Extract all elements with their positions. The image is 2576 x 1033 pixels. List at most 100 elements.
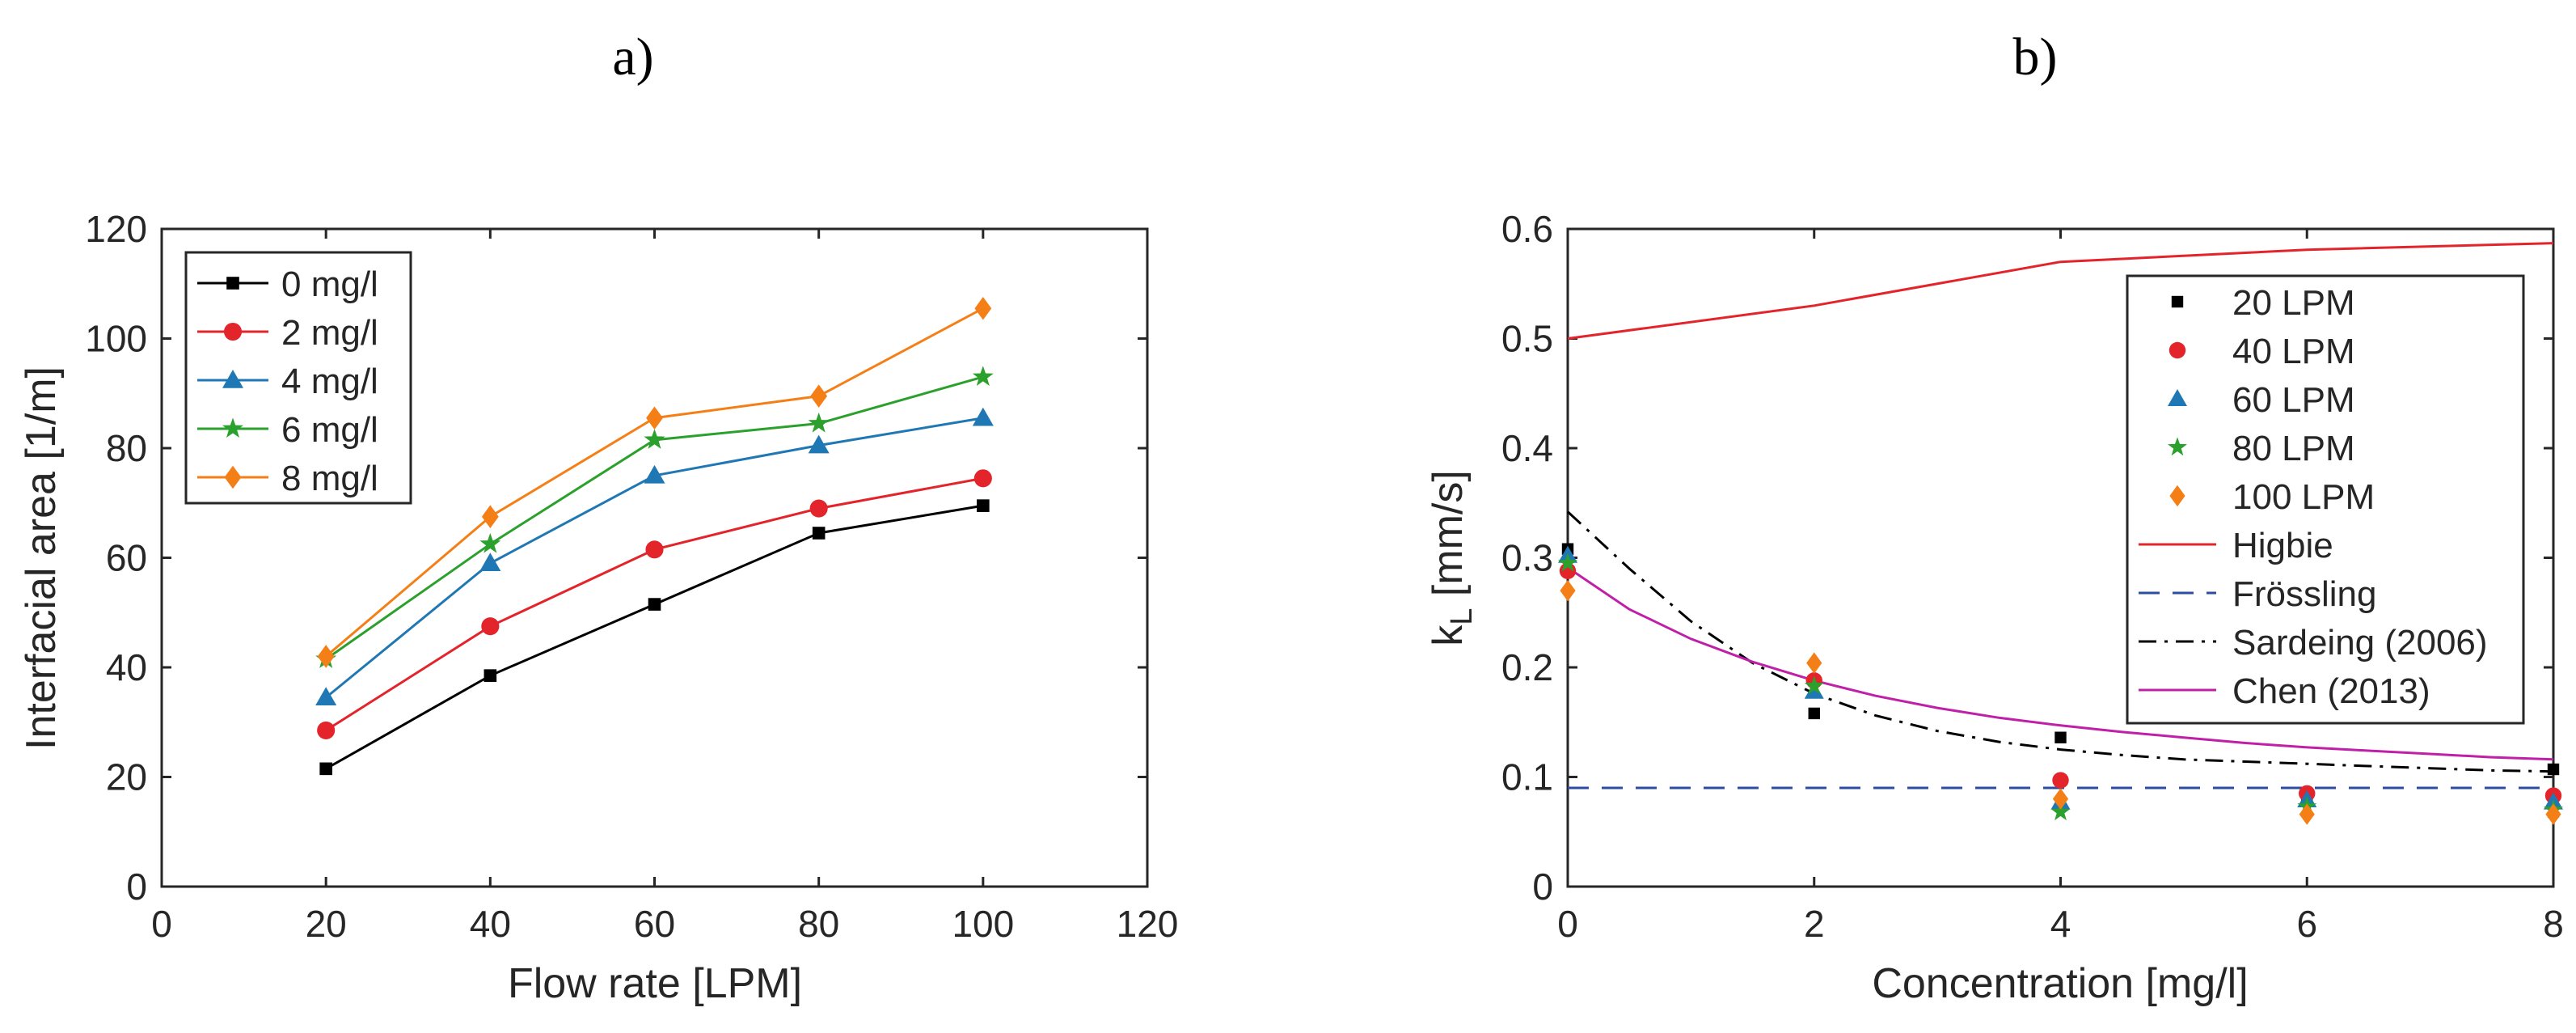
legend-marker <box>2168 341 2186 359</box>
y-tick-label: 20 <box>106 756 147 798</box>
chart-b-y-label-k: k <box>1425 624 1472 646</box>
data-point-20-LPM <box>1808 707 1820 720</box>
panel-a-label: a) <box>612 28 653 87</box>
data-point-2-mg-l <box>317 721 336 739</box>
y-tick-label: 0.4 <box>1501 427 1553 469</box>
chart-a-ticks: 0 20 40 60 80 100 120 0 20 40 60 80 100 120 <box>85 208 1178 945</box>
data-point-100-LPM <box>1806 652 1822 674</box>
legend-marker <box>2169 485 2185 507</box>
chart-a-legend: 0 mg/l 2 mg/l 4 mg/l 6 mg/l 8 mg/l <box>184 251 412 505</box>
y-tick-label: 40 <box>106 646 147 688</box>
data-point-100-LPM <box>1560 579 1576 602</box>
model-line-Higbie <box>1567 242 2554 340</box>
chart-b-ticks: 0 2 4 6 8 0 0.1 0.2 0.3 0.4 0.5 0.6 <box>1501 208 2564 945</box>
legend-label: 100 LPM <box>2232 477 2375 517</box>
chart-b: 0 2 4 6 8 0 0.1 0.2 0.3 0.4 0.5 0.6 Concentration [… <box>1425 208 2564 1007</box>
legend-label: Higbie <box>2232 526 2333 565</box>
chart-a: 0 20 40 60 80 100 120 0 20 40 60 80 100 120 Flow rate… <box>18 208 1178 1007</box>
data-point-2-mg-l <box>645 540 664 559</box>
chart-b-y-label-unit: [mm/s] <box>1425 470 1472 608</box>
svg-text:kL [mm/s]: kL [mm/s] <box>1425 470 1479 646</box>
chart-b-y-axis-label: kL [mm/s] <box>1425 470 1479 646</box>
legend-label: Chen (2013) <box>2232 671 2430 711</box>
chart-b-legend: 20 LPM 40 LPM 60 LPM 80 LPM 100 LPM Higbie Frö… <box>2126 274 2525 725</box>
x-tick-label: 40 <box>470 903 511 945</box>
x-tick-label: 2 <box>1804 903 1825 945</box>
data-point-2-mg-l <box>973 469 992 488</box>
data-point-6-mg-l <box>644 429 665 449</box>
data-point-100-LPM <box>2545 803 2561 825</box>
data-point-4-mg-l <box>644 464 665 484</box>
legend-box <box>184 251 412 505</box>
data-point-100-LPM <box>2052 788 2069 810</box>
legend-label: Frössling <box>2232 574 2377 614</box>
data-point-8-mg-l <box>317 645 335 668</box>
data-point-0-mg-l <box>812 527 826 540</box>
data-point-6-mg-l <box>972 366 994 386</box>
data-point-0-mg-l <box>648 598 661 611</box>
legend-marker <box>226 277 239 290</box>
data-point-8-mg-l <box>481 505 499 528</box>
y-tick-label: 0.3 <box>1501 537 1553 579</box>
legend-marker <box>223 322 243 341</box>
legend-marker <box>222 370 243 388</box>
x-tick-label: 0 <box>151 903 172 945</box>
legend-label: 2 mg/l <box>281 313 378 353</box>
x-tick-label: 80 <box>798 903 839 945</box>
data-point-4-mg-l <box>479 552 501 572</box>
legend-label: Sardeing (2006) <box>2232 623 2488 663</box>
data-point-60-LPM <box>1804 681 1824 699</box>
data-point-80-LPM <box>1558 552 1577 572</box>
data-point-4-mg-l <box>808 434 830 454</box>
data-point-40-LPM <box>2052 772 2069 789</box>
data-point-0-mg-l <box>977 499 990 512</box>
y-tick-label: 60 <box>106 537 147 579</box>
y-tick-label: 0.2 <box>1501 646 1553 688</box>
legend-marker <box>2171 295 2184 308</box>
data-point-8-mg-l <box>646 406 663 430</box>
data-point-6-mg-l <box>808 412 830 433</box>
legend-label: 40 LPM <box>2232 332 2355 371</box>
data-point-2-mg-l <box>481 617 500 636</box>
chart-a-y-axis-label: Interfacial area [1/m] <box>18 366 65 750</box>
chart-b-x-axis-label: Concentration [mg/l] <box>1872 960 2248 1007</box>
legend-box <box>2126 274 2525 725</box>
data-point-4-mg-l <box>972 407 994 426</box>
y-tick-label: 0.1 <box>1501 756 1553 798</box>
y-tick-label: 0.5 <box>1501 318 1553 360</box>
data-point-8-mg-l <box>810 384 828 408</box>
legend-marker <box>2168 437 2187 456</box>
chart-a-markers <box>315 296 994 776</box>
legend-label: 6 mg/l <box>281 410 378 450</box>
x-tick-label: 60 <box>634 903 675 945</box>
y-tick-label: 0.6 <box>1501 208 1553 250</box>
legend-marker <box>2168 389 2187 406</box>
legend-marker <box>222 417 243 438</box>
model-line-Sardeing--2006- <box>1566 510 2554 773</box>
y-tick-label: 100 <box>85 318 147 360</box>
model-line-Chen--2013- <box>1567 566 2554 761</box>
legend-label: 4 mg/l <box>281 362 378 401</box>
data-point-80-LPM <box>2050 802 2071 821</box>
data-point-4-mg-l <box>315 687 337 706</box>
chart-b-y-label-sub: L <box>1445 608 1479 625</box>
x-tick-label: 100 <box>952 903 1014 945</box>
legend-label: 20 LPM <box>2232 283 2355 323</box>
chart-a-x-axis-label: Flow rate [LPM] <box>508 960 802 1007</box>
x-tick-label: 4 <box>2050 903 2071 945</box>
y-tick-label: 0 <box>1532 866 1553 908</box>
legend-label: 60 LPM <box>2232 380 2355 420</box>
chart-b-markers <box>1558 543 2563 825</box>
y-tick-label: 80 <box>106 427 147 469</box>
legend-marker <box>224 465 242 489</box>
data-point-0-mg-l <box>484 669 497 682</box>
x-tick-label: 6 <box>2296 903 2317 945</box>
x-tick-label: 20 <box>306 903 347 945</box>
y-tick-label: 120 <box>85 208 147 250</box>
data-point-8-mg-l <box>974 296 992 320</box>
data-point-6-mg-l <box>479 532 501 553</box>
x-tick-label: 120 <box>1117 903 1179 945</box>
legend-label: 8 mg/l <box>281 459 378 498</box>
legend-label: 0 mg/l <box>281 265 378 304</box>
